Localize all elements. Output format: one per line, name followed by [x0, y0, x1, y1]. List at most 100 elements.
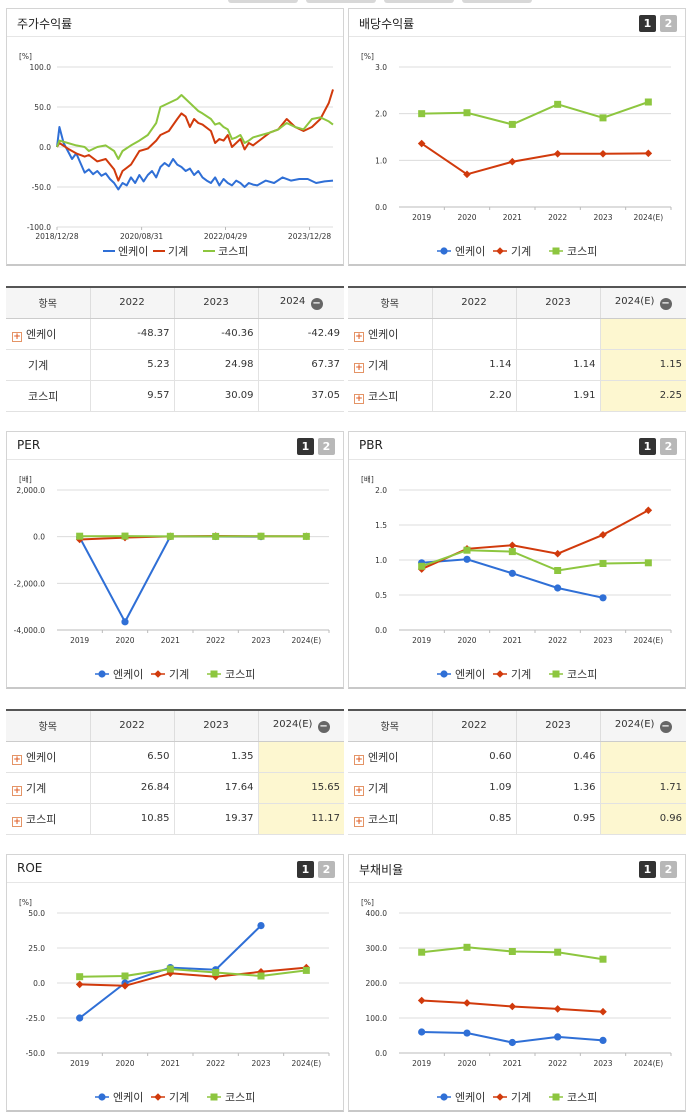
header-item: 항목: [6, 287, 90, 319]
data-point: [463, 999, 471, 1007]
expand-icon[interactable]: +: [12, 754, 22, 765]
tab-1[interactable]: 1: [639, 861, 656, 878]
data-point: [257, 972, 265, 980]
row-label[interactable]: + 엔케이: [6, 741, 90, 773]
panel-title: ROE: [17, 861, 43, 875]
y-tick-label: -2,000.0: [14, 579, 46, 588]
x-tick-label: 2024(E): [633, 1059, 663, 1068]
x-tick-label: 2022: [548, 636, 567, 645]
legend-label: 기계: [511, 1091, 531, 1104]
expand-icon[interactable]: +: [354, 362, 364, 373]
row-label[interactable]: + 코스피: [348, 803, 432, 835]
row-label[interactable]: + 엔케이: [348, 318, 432, 350]
expand-icon[interactable]: +: [354, 785, 364, 796]
panel-title: 부채비율: [359, 863, 404, 877]
x-tick-label: 2021: [161, 1059, 180, 1068]
y-tick-label: -50.0: [26, 1049, 46, 1058]
data-point: [644, 98, 652, 106]
cell: 24.98: [173, 349, 258, 381]
y-tick-label: 0.0: [33, 979, 45, 988]
data-point: [76, 973, 84, 981]
collapse-icon[interactable]: −: [659, 720, 672, 733]
expand-icon[interactable]: +: [12, 785, 22, 796]
data-point: [418, 948, 426, 956]
data-point: [154, 670, 162, 678]
data-point: [644, 559, 652, 567]
panel-header: 배당수익률 1 2: [349, 9, 685, 37]
series-line: [56, 126, 334, 191]
data-point: [508, 157, 517, 166]
per-panel: PER 1 2 [배] 2,000.0 0.0 -2,000.0 -4,000.0 201…: [6, 431, 344, 689]
tab-2[interactable]: 2: [660, 15, 677, 32]
expand-icon[interactable]: +: [12, 816, 22, 827]
x-tick-label: 2018/12/28: [35, 232, 78, 241]
data-point: [552, 670, 560, 678]
cell: 1.14: [431, 349, 516, 381]
data-point: [418, 110, 426, 118]
expand-icon[interactable]: +: [354, 754, 364, 765]
dividend-chart: [%]3.0 2.0 1.0 0.0 2019 2020 2021 2022 2023 2024(…: [361, 52, 672, 258]
data-point: [257, 922, 265, 930]
data-point: [210, 670, 218, 678]
cell: 9.57: [89, 380, 174, 412]
expand-icon[interactable]: +: [354, 393, 364, 404]
row-label[interactable]: + 엔케이: [348, 741, 432, 773]
tab-2[interactable]: 2: [660, 861, 677, 878]
cell: 37.05: [257, 380, 344, 412]
data-point: [302, 532, 310, 540]
data-point: [418, 562, 426, 570]
header-year: 2023: [173, 710, 258, 742]
cell: 0.60: [431, 741, 516, 773]
row-label[interactable]: + 기계: [348, 772, 432, 804]
cell: 1.35: [173, 741, 258, 773]
row-label[interactable]: + 기계: [6, 772, 90, 804]
tab-1[interactable]: 1: [639, 15, 656, 32]
tab-2[interactable]: 2: [318, 861, 335, 878]
expand-icon[interactable]: +: [12, 331, 22, 342]
header-year: 2022: [89, 710, 174, 742]
legend-label: 엔케이: [455, 1091, 485, 1104]
roe-chart: [%] 50.0 25.0 0.0 -25.0 -50.0 2019 2020 2021 2022…: [19, 898, 330, 1104]
x-tick-label: 2021: [503, 636, 522, 645]
collapse-icon[interactable]: −: [659, 297, 672, 310]
data-point: [599, 531, 607, 539]
pbr-table: 항목 2022 2023 2024(E) − + 엔케이 0.60 0.46 + 기…: [348, 709, 686, 835]
collapse-icon[interactable]: −: [317, 720, 330, 733]
x-tick-label: 2019: [412, 213, 431, 222]
data-point: [554, 948, 562, 956]
row-label[interactable]: + 엔케이: [6, 318, 90, 350]
data-point: [440, 670, 448, 678]
row-label[interactable]: + 코스피: [6, 803, 90, 835]
data-point: [212, 532, 220, 540]
top-edge: [0, 0, 691, 4]
data-point: [553, 1005, 562, 1013]
tab-2[interactable]: 2: [660, 438, 677, 455]
row-label[interactable]: + 코스피: [348, 380, 432, 412]
chart-tabs: 1 2: [297, 861, 335, 878]
axis-unit-label: [%]: [361, 52, 374, 61]
cell: -40.36: [173, 318, 258, 350]
tab-2[interactable]: 2: [318, 438, 335, 455]
tab-1[interactable]: 1: [297, 861, 314, 878]
y-tick-label: 50.0: [28, 909, 45, 918]
row-label[interactable]: + 기계: [348, 349, 432, 381]
data-point: [76, 1014, 84, 1022]
header-item: 항목: [348, 287, 432, 319]
expand-icon[interactable]: +: [354, 331, 364, 342]
per-table: 항목 2022 2023 2024(E) − + 엔케이 6.50 1.35 + 기…: [6, 709, 344, 835]
stock-return-table: 항목 2022 2023 2024 − + 엔케이 -48.37 -40.36 -…: [6, 286, 344, 412]
expand-icon[interactable]: +: [354, 816, 364, 827]
tab-1[interactable]: 1: [639, 438, 656, 455]
collapse-icon[interactable]: −: [310, 297, 323, 310]
y-tick-label: 300.0: [366, 944, 388, 953]
data-point: [599, 594, 607, 602]
cell: 26.84: [89, 772, 174, 804]
legend-label: 기계: [511, 668, 531, 681]
y-tick-label: 0.0: [375, 1049, 387, 1058]
legend-label: 기계: [169, 1091, 189, 1104]
series-line: [78, 535, 262, 624]
table-header-row: 항목 2022 2023 2024 −: [6, 287, 344, 319]
table-row: + 엔케이 6.50 1.35: [6, 741, 344, 773]
axis-unit-label: [배]: [361, 475, 374, 484]
tab-1[interactable]: 1: [297, 438, 314, 455]
